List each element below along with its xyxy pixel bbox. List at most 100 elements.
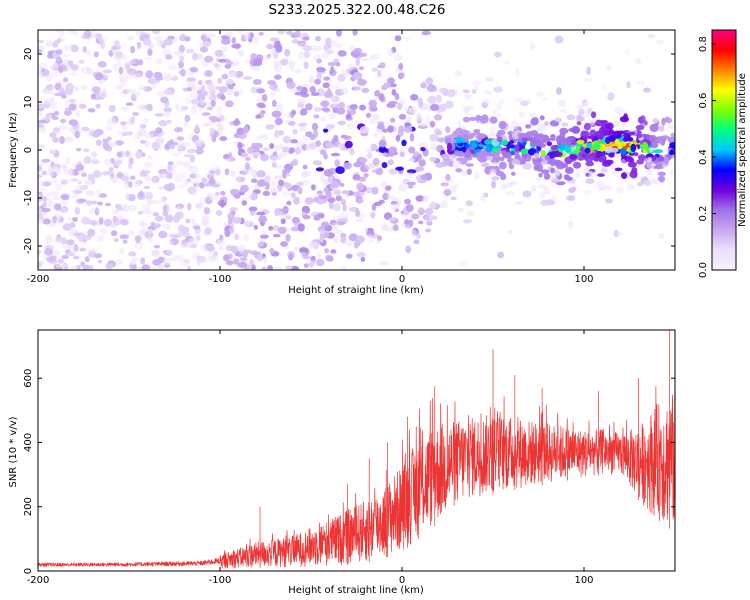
y-tick-label: 20 [23, 48, 34, 61]
spectrogram-cell [469, 132, 476, 138]
spectrogram-cell [647, 33, 656, 39]
spectrogram-cell [242, 76, 253, 80]
spectrogram-cell [592, 143, 601, 151]
spectrogram-cell [207, 255, 216, 263]
spectrogram-cell [318, 195, 327, 200]
spectrogram-cell [83, 148, 90, 153]
spectrogram-cell [282, 169, 291, 174]
spectrogram-cell [289, 87, 299, 93]
spectrogram-cell [510, 171, 516, 176]
spectrogram-cell [38, 180, 45, 187]
spectrogram-cell [308, 142, 317, 150]
spectrogram-cell [343, 135, 352, 140]
spectrogram-cell [52, 42, 57, 48]
spectrogram-cell [435, 162, 444, 168]
spectrogram-cell [241, 34, 246, 41]
spectrogram-cell [219, 85, 229, 93]
spectrogram-cell [120, 121, 127, 126]
spectrogram-cell [363, 173, 369, 178]
spectrogram-cell [503, 61, 511, 65]
spectrogram-cell [120, 125, 128, 131]
spectrogram-cell [319, 115, 327, 122]
spectrogram-cell [444, 100, 454, 109]
spectrogram-cell [332, 203, 341, 212]
spectrogram-cell [345, 241, 354, 246]
spectrogram-cell [104, 125, 113, 132]
spectrogram-cell [51, 178, 59, 186]
spectrogram-cell [269, 50, 276, 56]
spectrogram-cell [420, 82, 427, 89]
spectrogram-cell [228, 227, 235, 232]
spectrogram-cell [347, 63, 354, 71]
colorbar-ticks: 0.0 0.2 0.4 0.6 0.8 [698, 36, 716, 278]
spectrogram-cell [224, 64, 232, 69]
spectrogram-cell [316, 253, 322, 259]
spectrogram-cell [282, 190, 291, 197]
spectrogram-cell [571, 126, 581, 134]
spectrogram-cell [371, 186, 379, 195]
spectrogram-cell [530, 138, 539, 147]
spectrogram-cell [296, 181, 304, 187]
spectrogram-cell [373, 132, 379, 138]
spectrogram-cell [586, 66, 591, 75]
spectrogram-cell [178, 69, 186, 76]
spectrogram-cell [359, 104, 366, 111]
spectrogram-cell [361, 57, 370, 62]
spectrogram-cell [245, 162, 250, 171]
spectrogram-cell [183, 258, 191, 264]
spectrogram-cell [38, 49, 43, 53]
spectrogram-cell [429, 120, 436, 128]
spectrogram-cell [50, 96, 55, 102]
spectrogram-cell [256, 241, 265, 247]
spectrogram-cell [484, 139, 492, 145]
spectrogram-cell [336, 30, 342, 37]
spectrogram-cell [271, 99, 277, 107]
spectrogram-cell [439, 103, 446, 111]
spectrogram-cell [277, 30, 286, 35]
spectrogram-cell [464, 92, 472, 100]
spectrogram-cell [213, 63, 220, 68]
spectrogram-cell [299, 126, 307, 132]
spectrogram-cell [87, 108, 96, 113]
spectrogram-cell [143, 37, 152, 46]
spectrogram-cell [649, 147, 654, 153]
spectrogram-cell [38, 218, 45, 225]
spectrogram-cell [610, 147, 619, 153]
spectrogram-cell [75, 164, 84, 171]
x-tick-label: 100 [574, 575, 593, 586]
spectrogram-cell [469, 116, 477, 121]
spectrogram-cell [657, 171, 666, 176]
spectrogram-cell [246, 264, 253, 270]
spectrogram-cell [619, 141, 627, 147]
spectrogram-cell [393, 54, 403, 62]
spectrogram-cell [107, 117, 116, 126]
spectrogram-cell [275, 103, 284, 111]
spectrogram-cell [38, 71, 45, 79]
spectrogram-cell [514, 144, 520, 152]
spectrogram-cell [378, 93, 385, 102]
spectrogram-cell [277, 226, 287, 234]
spectrogram-cell [201, 91, 209, 96]
spectrogram-cell [180, 105, 189, 111]
spectrogram-cell [636, 80, 646, 86]
spectrogram-cell [95, 139, 102, 147]
spectrogram-cell [337, 74, 346, 82]
spectrogram-cell [182, 232, 190, 238]
spectrogram-cell [86, 49, 92, 56]
spectrogram-cell [56, 30, 64, 33]
spectrogram-cell [584, 154, 594, 163]
spectrogram-cell [670, 132, 675, 138]
spectrogram-cell [163, 73, 172, 82]
spectrogram-cell [628, 158, 635, 163]
spectrogram-cell [194, 232, 202, 240]
spectrogram-cell [323, 76, 330, 81]
spectrogram-cell [404, 198, 411, 205]
spectrogram-cell [285, 265, 293, 270]
spectrogram-cell [42, 201, 47, 209]
spectrogram-cell [104, 202, 112, 207]
spectrogram-cell [143, 185, 151, 190]
spectrogram-cell [538, 133, 544, 137]
spectrogram-cell [605, 122, 614, 130]
spectrogram-cell [190, 107, 197, 115]
